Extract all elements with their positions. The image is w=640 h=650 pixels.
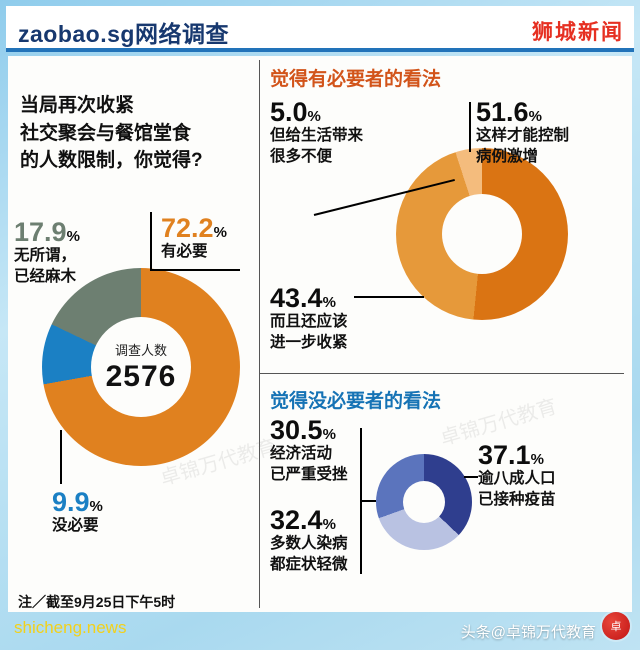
leader-line-control-surge [469, 102, 471, 152]
main-donut-center: 调查人数 2576 [91, 317, 191, 417]
question-line-3: 的人数限制，你觉得? [20, 150, 203, 172]
leader-line-vaccinated [464, 476, 478, 478]
label-inconvenience: 5.0% 但给生活带来 很多不便 [270, 97, 364, 165]
respondents-count: 2576 [105, 360, 177, 393]
stamp-logo-icon: 卓 [602, 612, 630, 640]
horizontal-divider [259, 373, 624, 374]
necessary-donut-chart [396, 148, 568, 320]
unnecessary-donut-hole [403, 481, 445, 523]
main-panel: 当局再次收紧 社交聚会与餐馆堂食 的人数限制，你觉得? 调查人数 2576 17… [8, 56, 632, 612]
leader-line-unnecessary [60, 430, 62, 484]
question-line-2: 社交聚会与餐馆堂食 [20, 122, 192, 144]
label-tighten-further: 43.4% 而且还应该 进一步收紧 [270, 283, 348, 351]
site-url: shicheng.news [14, 618, 127, 637]
label-mild-symptoms: 32.4% 多数人染病 都症状轻微 [270, 505, 348, 573]
header-bar: zaobao.sg网络调查 狮城新闻 [6, 6, 634, 52]
unnecessary-panel-title: 觉得没必要者的看法 [270, 391, 442, 412]
respondents-label: 调查人数 [114, 343, 167, 358]
necessary-donut-hole [442, 194, 522, 274]
label-control-surge: 51.6% 这样才能控制 病例激增 [476, 97, 570, 165]
unnecessary-donut-chart [376, 454, 472, 550]
label-necessary: 72.2% 有必要 [150, 212, 240, 271]
vertical-divider [259, 60, 260, 608]
label-indifferent: 17.9% 无所谓， 已经麻木 [14, 217, 80, 285]
label-vaccinated: 37.1% 逾八成人口 已接种疫苗 [478, 440, 556, 508]
necessary-panel-title: 觉得有必要者的看法 [270, 69, 442, 90]
survey-question: 当局再次收紧 社交聚会与餐馆堂食 的人数限制，你觉得? [20, 92, 203, 175]
leader-stub-left [360, 500, 376, 502]
brand-title: zaobao.sg网络调查 [18, 21, 229, 47]
footnote: 注／截至9月25日下午5时 [18, 594, 176, 610]
label-unnecessary: 9.9% 没必要 [52, 487, 103, 535]
label-economy-hit: 30.5% 经济活动 已严重受挫 [270, 415, 348, 483]
main-donut-chart: 调查人数 2576 [42, 268, 240, 466]
question-line-1: 当局再次收紧 [20, 95, 135, 116]
credit-text: 头条@卓锦万代教育 [460, 624, 596, 641]
leader-line-tighten-further [354, 296, 424, 298]
news-badge: 狮城新闻 [532, 21, 624, 44]
